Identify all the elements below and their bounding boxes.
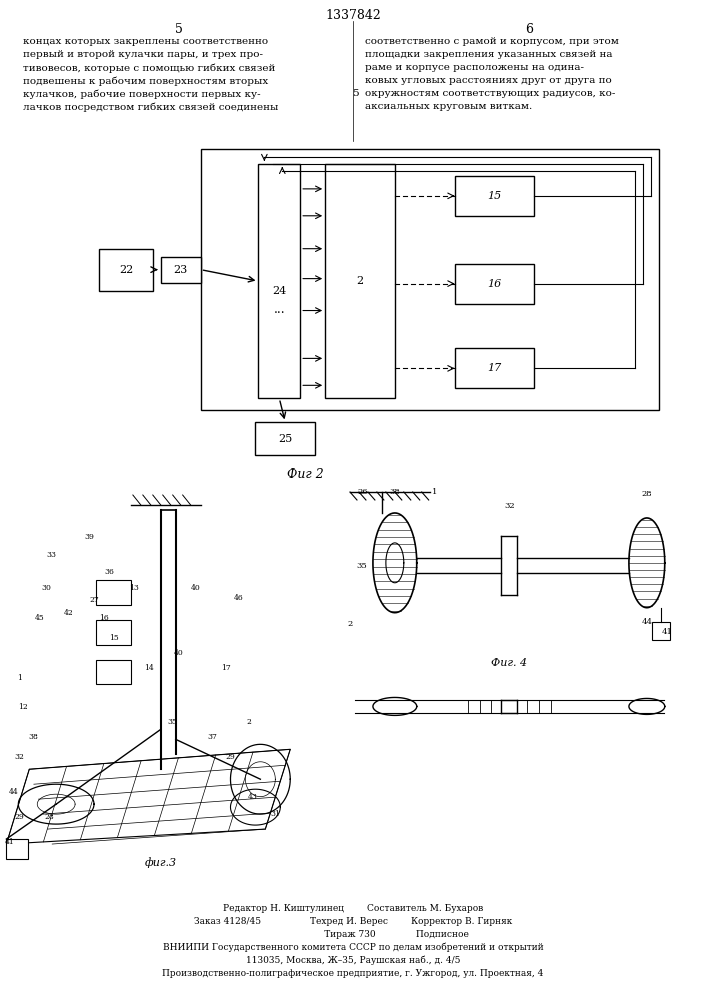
Text: 1337842: 1337842 (325, 9, 381, 22)
Text: 29: 29 (14, 813, 24, 821)
Text: 27: 27 (89, 596, 99, 604)
Text: 24: 24 (272, 286, 286, 296)
Text: 38: 38 (390, 488, 400, 496)
Text: 40: 40 (191, 584, 201, 592)
Text: 40: 40 (174, 649, 184, 657)
Bar (258, 164, 300, 398)
Bar (455, 176, 534, 216)
Text: 22: 22 (119, 265, 133, 275)
Text: тивовесов, которые с помощью гибких связей: тивовесов, которые с помощью гибких связ… (23, 63, 276, 73)
Text: кулачков, рабочие поверхности первых ку-: кулачков, рабочие поверхности первых ку- (23, 89, 261, 99)
Text: 16: 16 (487, 279, 501, 289)
Bar (652, 622, 670, 640)
Text: 29: 29 (226, 753, 235, 761)
Bar (96, 580, 131, 605)
Text: 15: 15 (109, 634, 119, 642)
Text: 35: 35 (356, 562, 368, 570)
Text: 5: 5 (175, 23, 182, 36)
Text: 39: 39 (84, 533, 94, 541)
Text: 41: 41 (4, 838, 14, 846)
Bar (455, 264, 534, 304)
Text: 41: 41 (661, 628, 672, 636)
Text: 1: 1 (432, 488, 438, 496)
Text: 38: 38 (28, 733, 38, 741)
Text: аксиальных круговым виткам.: аксиальных круговым виткам. (365, 102, 532, 111)
Text: соответственно с рамой и корпусом, при этом: соответственно с рамой и корпусом, при э… (365, 37, 619, 46)
Bar (325, 164, 395, 398)
Text: 26: 26 (358, 488, 368, 496)
Text: 12: 12 (18, 703, 28, 711)
Text: первый и второй кулачки пары, и трех про-: первый и второй кулачки пары, и трех про… (23, 50, 263, 59)
Text: концах которых закреплены соответственно: концах которых закреплены соответственно (23, 37, 269, 46)
Text: 28: 28 (641, 490, 652, 498)
Text: подвешены к рабочим поверхностям вторых: подвешены к рабочим поверхностям вторых (23, 76, 269, 86)
Text: 113035, Москва, Ж–35, Раушская наб., д. 4/5: 113035, Москва, Ж–35, Раушская наб., д. … (246, 956, 460, 965)
Text: 35: 35 (168, 718, 177, 726)
Text: Производственно-полиграфическое предприятие, г. Ужгород, ул. Проектная, 4: Производственно-полиграфическое предприя… (163, 969, 544, 978)
Text: 5: 5 (352, 89, 358, 98)
Text: 37: 37 (208, 733, 218, 741)
Text: 25: 25 (278, 434, 293, 444)
Text: 31: 31 (270, 810, 280, 818)
Text: 30: 30 (41, 584, 51, 592)
Text: 2: 2 (347, 620, 353, 628)
Text: окружностям соответствующих радиусов, ко-: окружностям соответствующих радиусов, ко… (365, 89, 615, 98)
Bar (160, 257, 201, 283)
Bar (96, 660, 131, 684)
Text: 1: 1 (17, 674, 22, 682)
Text: 28: 28 (45, 813, 54, 821)
Text: 17: 17 (221, 664, 230, 672)
Text: 43: 43 (247, 793, 257, 801)
Text: 13: 13 (129, 584, 139, 592)
Text: 16: 16 (99, 614, 109, 622)
Text: Тираж 730              Подписное: Тираж 730 Подписное (238, 930, 469, 939)
Text: 46: 46 (233, 594, 243, 602)
Bar (96, 620, 131, 645)
Bar (99, 249, 153, 291)
Text: Фиг 2: Фиг 2 (287, 468, 324, 481)
Text: 2: 2 (246, 718, 251, 726)
Text: 33: 33 (46, 551, 56, 559)
Text: 32: 32 (14, 753, 24, 761)
Bar (255, 422, 315, 455)
Text: Заказ 4128/45                 Техред И. Верес        Корректор В. Гирняк: Заказ 4128/45 Техред И. Верес Корректор … (194, 917, 512, 926)
Text: 36: 36 (104, 568, 114, 576)
Bar (455, 348, 534, 388)
Text: 23: 23 (173, 265, 188, 275)
Text: 32: 32 (504, 502, 515, 510)
Text: 6: 6 (525, 23, 533, 36)
Text: 15: 15 (487, 191, 501, 201)
Text: 45: 45 (35, 614, 44, 622)
Text: ...: ... (274, 303, 285, 316)
Text: фиг.3: фиг.3 (145, 857, 177, 868)
Text: 44: 44 (8, 788, 18, 796)
Text: 2: 2 (356, 276, 363, 286)
Text: ковых угловых расстояниях друг от друга по: ковых угловых расстояниях друг от друга … (365, 76, 612, 85)
Text: площадки закрепления указанных связей на: площадки закрепления указанных связей на (365, 50, 612, 59)
Text: 14: 14 (144, 664, 153, 672)
Bar (6, 839, 28, 859)
Bar (201, 149, 659, 410)
Text: 17: 17 (487, 363, 501, 373)
Text: ВНИИПИ Государственного комитета СССР по делам изобретений и открытий: ВНИИПИ Государственного комитета СССР по… (163, 943, 544, 952)
Text: лачков посредством гибких связей соединены: лачков посредством гибких связей соедине… (23, 102, 279, 112)
Text: 42: 42 (64, 609, 74, 617)
Text: раме и корпусе расположены на одина-: раме и корпусе расположены на одина- (365, 63, 584, 72)
Text: 44: 44 (641, 618, 653, 626)
Text: Фиг. 4: Фиг. 4 (491, 658, 527, 668)
Text: Редактор Н. Киштулинец        Составитель М. Бухаров: Редактор Н. Киштулинец Составитель М. Бу… (223, 904, 483, 913)
